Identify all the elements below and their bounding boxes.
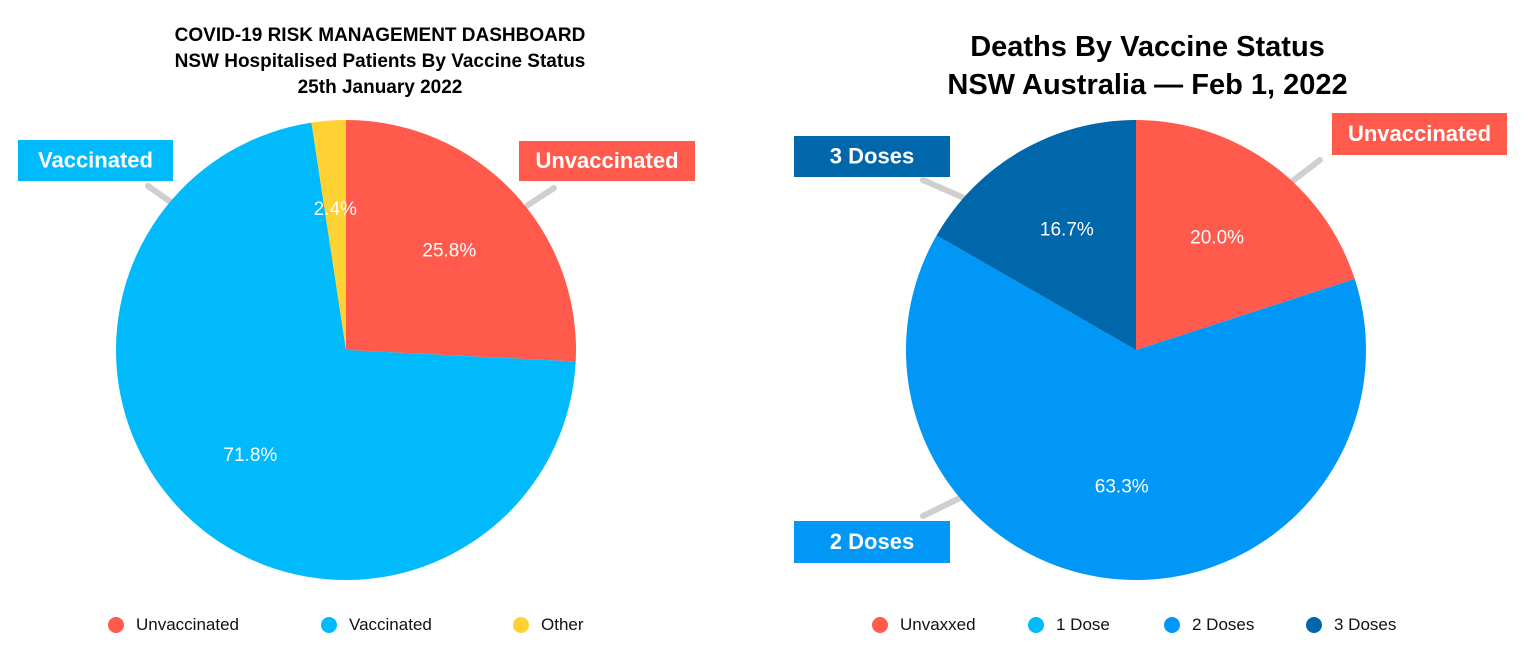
legend-label: Other [541, 615, 584, 634]
right-callout-3-doses: 3 Doses [794, 136, 950, 177]
right-slice-label-unvaxxed: 20.0% [1190, 227, 1244, 248]
legend-label: Unvaccinated [136, 615, 240, 634]
right-callout-text-2-doses: 2 Doses [830, 529, 914, 554]
right-callout-text-3-doses: 3 Doses [830, 143, 914, 168]
left-callout-text-vaccinated: Vaccinated [38, 147, 153, 172]
left-callout-line-unvaccinated [525, 185, 557, 208]
right-slice-label-2-doses: 63.3% [1095, 476, 1149, 497]
right-pie-slice-2-doses [906, 235, 1366, 581]
left-slice-label-other: 2.4% [314, 199, 357, 220]
right-slice-label-3-doses: 16.7% [1040, 220, 1094, 241]
right-chart-title: Deaths By Vaccine Status [970, 31, 1325, 63]
right-pie-chart: 20.0% 63.3% 16.7% Unvaccinated 2 Doses 3 Dose… [794, 113, 1507, 581]
right-callout-2-doses: 2 Doses [794, 521, 950, 563]
left-legend-item-other[interactable]: Other [513, 615, 584, 635]
left-slice-label-vaccinated: 71.8% [223, 445, 277, 466]
right-legend-item-2-doses[interactable]: 2 Doses [1164, 615, 1254, 635]
left-chart-title: COVID-19 RISK MANAGEMENT DASHBOARD [174, 25, 586, 46]
right-callout-line-unvaccinated [1287, 157, 1323, 186]
legend-dot-icon [1164, 617, 1180, 633]
right-chart-subtitle: NSW Australia — Feb 1, 2022 [947, 69, 1348, 101]
left-callout-vaccinated: Vaccinated [18, 140, 173, 181]
left-slice-label-unvaccinated: 25.8% [422, 241, 476, 262]
left-pie-slice-other [311, 120, 346, 350]
right-pie-slice-unvaxxed [1136, 120, 1355, 350]
legend-dot-icon [513, 617, 529, 633]
left-legend-item-unvaccinated[interactable]: Unvaccinated [108, 615, 239, 635]
right-legend-item-3-doses[interactable]: 3 Doses [1306, 615, 1396, 635]
right-pie-slice-3-doses [936, 120, 1136, 350]
left-callout-text-unvaccinated: Unvaccinated [535, 148, 678, 173]
legend-dot-icon [321, 617, 337, 633]
right-callout-line-2-doses [920, 493, 967, 519]
legend-dot-icon [108, 617, 124, 633]
left-callout-line-vaccinated [145, 183, 175, 206]
right-callout-line-3-doses [920, 177, 967, 201]
left-legend-item-vaccinated[interactable]: Vaccinated [321, 615, 432, 635]
right-callout-text-unvaccinated: Unvaccinated [1348, 121, 1491, 146]
legend-label: 1 Dose [1056, 615, 1110, 634]
legend-dot-icon [872, 617, 888, 633]
right-legend-item-unvaxxed[interactable]: Unvaxxed [872, 615, 976, 635]
legend-label: 2 Doses [1192, 615, 1255, 634]
legend-label: Unvaxxed [900, 615, 976, 634]
legend-dot-icon [1306, 617, 1322, 633]
left-chart-panel: COVID-19 RISK MANAGEMENT DASHBOARD NSW H… [0, 0, 760, 669]
right-chart-panel: Deaths By Vaccine Status NSW Australia —… [760, 0, 1535, 669]
left-chart-subtitle: NSW Hospitalised Patients By Vaccine Sta… [174, 51, 586, 72]
left-pie-slice-vaccinated [115, 122, 576, 580]
right-legend-item-1-dose[interactable]: 1 Dose [1028, 615, 1110, 635]
legend-label: Vaccinated [349, 615, 432, 634]
legend-label: 3 Doses [1334, 615, 1397, 634]
legend-dot-icon [1028, 617, 1044, 633]
left-chart-date: 25th January 2022 [297, 77, 463, 98]
left-pie-slice-unvaccinated [346, 120, 576, 362]
left-callout-unvaccinated: Unvaccinated [519, 141, 695, 181]
left-pie-chart: 25.8% 71.8% 2.4% Unvaccinated Vaccinated [18, 120, 695, 580]
right-callout-unvaccinated: Unvaccinated [1332, 113, 1507, 155]
